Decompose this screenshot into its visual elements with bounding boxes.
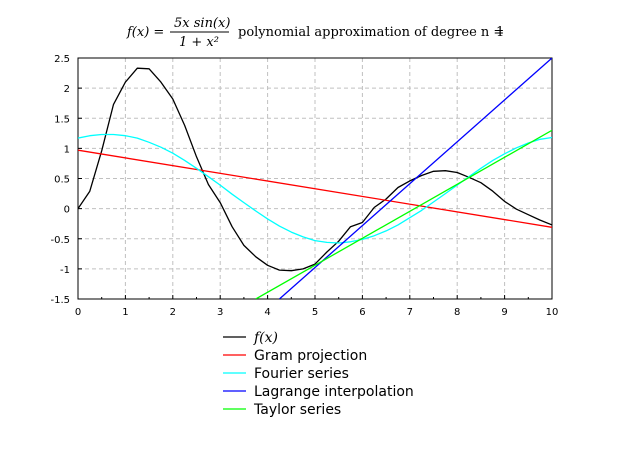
y-tick-label: 0.5 (54, 175, 70, 186)
x-tick-label: 4 (264, 307, 270, 318)
series-line-fourier-series (78, 133, 552, 244)
series-line-lagrange-interpolation (278, 58, 552, 299)
series-layer (78, 58, 552, 299)
grid (78, 58, 552, 299)
x-tick-label: 1 (122, 307, 128, 318)
x-tick-label: 2 (170, 307, 176, 318)
x-tick-label: 3 (217, 307, 223, 318)
y-tick-label: 0 (64, 205, 70, 216)
series-line-gram-projection (78, 149, 552, 228)
legend-label-fourier-series: Fourier series (254, 366, 349, 382)
legend-label-lagrange-interpolation: Lagrange interpolation (254, 384, 414, 400)
y-tick-label: 1 (64, 144, 70, 155)
legend-label-f-x: f(x) (253, 330, 278, 346)
legend: f(x) Gram projection Fourier series Lagrang… (223, 330, 414, 418)
legend-label-gram-projection: Gram projection (254, 348, 367, 364)
series-line-f-x (78, 67, 552, 272)
title-denominator: 1 + x² (179, 35, 219, 50)
title-degree: 1 (496, 25, 504, 40)
y-tick-label: 1.5 (54, 114, 70, 125)
y-tick-label: -0.5 (50, 235, 70, 246)
x-tick-label: 7 (407, 307, 413, 318)
x-tick-label: 10 (546, 307, 559, 318)
title-text: polynomial approximation of degree n = (238, 25, 504, 40)
y-tick-label: -1.5 (50, 295, 70, 306)
title-lhs: f(x) = (126, 25, 164, 40)
y-tick-label: 2.5 (54, 54, 70, 65)
legend-label-taylor-series: Taylor series (253, 402, 341, 418)
x-tick-label: 0 (75, 307, 81, 318)
y-tick-label: 2 (64, 84, 70, 95)
x-tick-label: 9 (501, 307, 507, 318)
series-line-taylor-series (255, 129, 552, 299)
x-tick-label: 6 (359, 307, 365, 318)
x-tick-label: 5 (312, 307, 318, 318)
axes: 0 1 2 3 4 5 6 7 8 9 10 2.5 2 1.5 1 0.5 0 -0.5 -1 -1.5 (50, 54, 558, 318)
x-tick-label: 8 (454, 307, 460, 318)
title-numerator: 5x sin(x) (174, 16, 230, 31)
chart-title: f(x) = 5x sin(x) 1 + x² polynomial appro… (126, 16, 504, 50)
y-tick-label: -1 (60, 265, 70, 276)
